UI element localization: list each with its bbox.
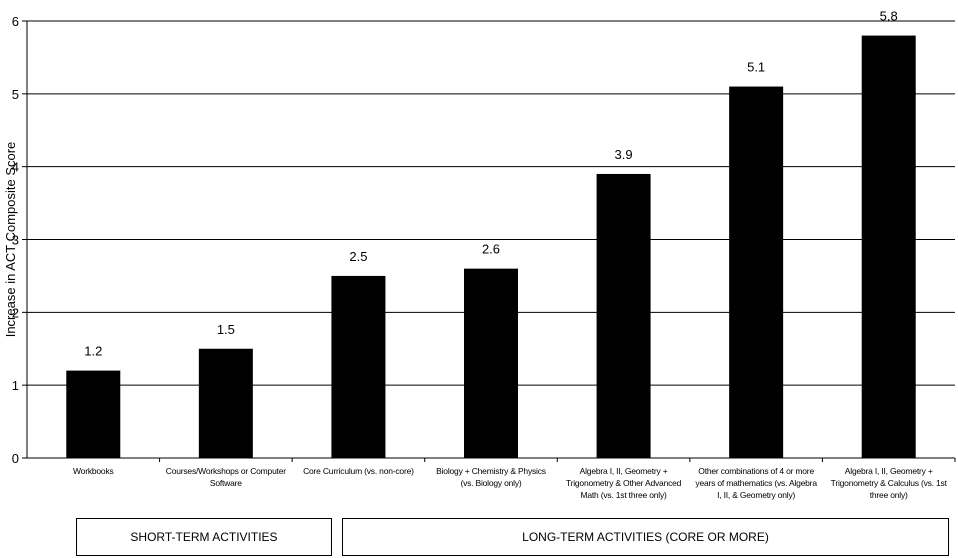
bar-value-label: 1.2 — [84, 344, 102, 359]
bar — [331, 275, 386, 458]
bar — [861, 35, 916, 459]
short-term-group-box: SHORT-TERM ACTIVITIES — [76, 518, 332, 556]
x-tick-label: Core Curriculum (vs. non-core) — [303, 466, 414, 476]
bars — [66, 35, 956, 462]
y-tick-label: 5 — [12, 87, 19, 102]
bar — [464, 268, 518, 458]
y-tick-label: 0 — [12, 451, 19, 466]
bar-value-label: 5.8 — [880, 9, 898, 24]
x-tick-label: Courses/Workshops or Computer Software — [165, 466, 286, 488]
bar-value-label: 2.5 — [349, 249, 367, 264]
short-term-group-label: SHORT-TERM ACTIVITIES — [130, 530, 278, 544]
gridlines — [27, 20, 955, 386]
bar-value-label: 3.9 — [615, 147, 633, 162]
x-tick-label: Biology + Chemistry & Physics (vs. Biolo… — [436, 466, 546, 488]
bar — [596, 173, 651, 458]
y-tick-label: 2 — [12, 305, 19, 320]
x-tick-label: Workbooks — [73, 466, 114, 476]
bar-value-label: 5.1 — [747, 60, 765, 75]
bar — [198, 348, 253, 458]
bar-value-label: 2.6 — [482, 242, 500, 257]
bar — [66, 370, 121, 458]
bar — [729, 86, 784, 459]
x-tick-label: Algebra I, II, Geometry + Trigonometry &… — [565, 466, 682, 500]
long-term-group-label: LONG-TERM ACTIVITIES (CORE OR MORE) — [522, 530, 769, 544]
long-term-group-box: LONG-TERM ACTIVITIES (CORE OR MORE) — [342, 518, 949, 556]
bar-chart: 0 1 2 3 4 5 6 1.2 1.5 2.5 2.6 3.9 5.1 5.8 Increase i… — [3, 9, 956, 466]
x-tick-label: Algebra I, II, Geometry + Trigonometry &… — [830, 466, 947, 500]
y-axis-ticks: 0 1 2 3 4 5 6 — [12, 14, 27, 466]
y-tick-label: 3 — [12, 233, 19, 248]
y-axis-label: Increase in ACT Composite Score — [3, 142, 18, 338]
bar-value-label: 1.5 — [217, 322, 235, 337]
value-labels: 1.2 1.5 2.5 2.6 3.9 5.1 5.8 — [84, 9, 898, 359]
y-tick-label: 6 — [12, 14, 19, 29]
y-tick-label: 1 — [12, 378, 19, 393]
x-tick-label: Other combinations of 4 or more years of… — [695, 466, 817, 500]
y-tick-label: 4 — [12, 160, 19, 175]
